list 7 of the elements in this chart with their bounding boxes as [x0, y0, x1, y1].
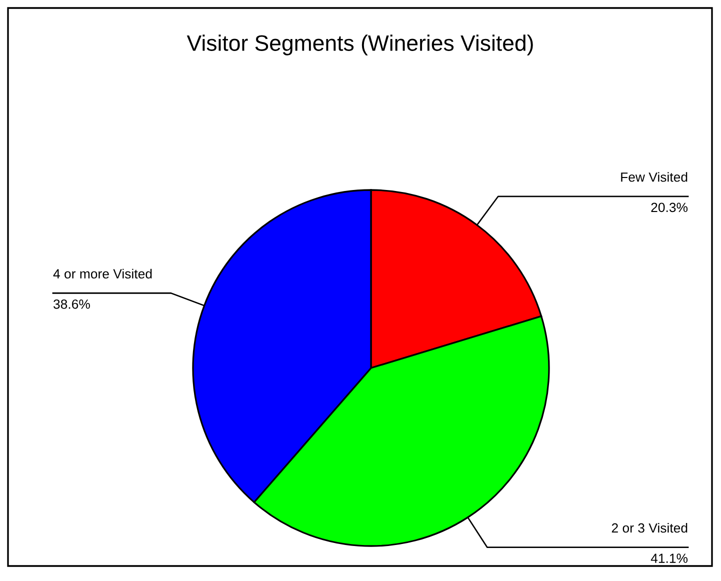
slice-label: 2 or 3 Visited — [612, 522, 688, 533]
slice-label: 4 or more Visited — [53, 268, 152, 279]
data-label: 41.1% — [650, 554, 688, 563]
chart-title: Visitor Segments (Wineries Visited) — [186, 34, 533, 56]
data-label: 20.3% — [651, 202, 688, 212]
slice-label: Few Visited — [621, 172, 688, 182]
data-label: 38.6% — [54, 299, 90, 309]
